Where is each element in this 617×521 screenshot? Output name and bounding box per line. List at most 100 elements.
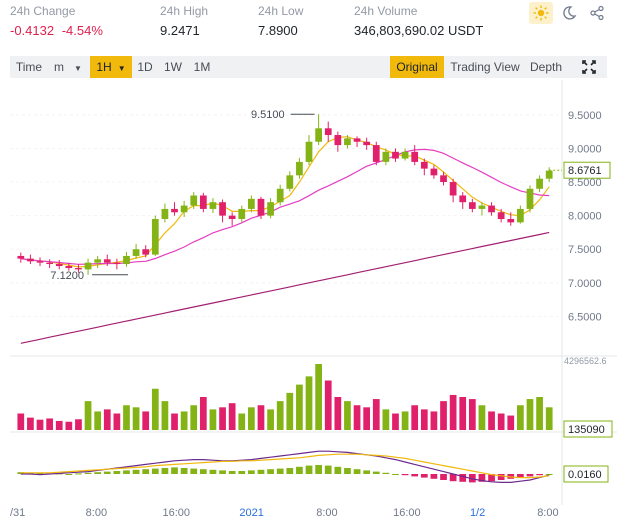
candle-body [84,262,92,270]
volume-bar [132,407,140,430]
depth-tab[interactable]: Depth [529,60,563,74]
volume-bar [276,401,284,430]
macd-dif-line [20,450,550,483]
min-price-label: 7.1200 [50,270,84,282]
tradingview-tab[interactable]: Trading View [450,60,520,74]
fullscreen-icon[interactable] [576,56,602,78]
interval-1w[interactable]: 1W [164,60,182,74]
volume-bar [363,407,371,430]
candle-body [180,205,188,213]
stat-high-label: 24h High [160,4,209,18]
candle-body [420,161,428,169]
macd-histogram-bar [180,468,188,474]
original-tab[interactable]: Original [390,56,444,78]
candle-body [488,205,495,213]
last-price-label: 8.6761 [568,165,602,177]
candle-body [334,135,342,146]
candle-body [430,168,438,176]
volume-bar [36,419,44,430]
macd-histogram-bar [315,465,322,474]
price-chart[interactable]: 9.5000 9.0000 8.5000 8.0000 7.5000 7.0000 6.50… [10,80,617,521]
price-tick-label: 7.5000 [568,244,602,256]
macd-histogram-bar [334,466,342,474]
volume-bar [305,376,313,430]
macd-histogram-bar [161,468,169,474]
candle-body [459,195,467,203]
stat-volume: 24h Volume 346,803,690.02 USDT [354,4,483,39]
volume-bar [372,399,380,430]
volume-bar [171,413,178,430]
volume-bar [151,388,159,430]
stat-low: 24h Low 7.8900 [258,4,303,39]
macd-histogram-bar [248,470,255,474]
macd-last-tag [563,465,609,483]
volume-bar [46,418,53,430]
volume-bar [353,405,361,430]
volume-last-tag [563,420,613,438]
candle-body [123,255,130,265]
last-price-tag [563,161,611,179]
share-icon[interactable] [585,2,609,24]
volume-bar [180,411,188,430]
macd-histogram-bar [449,474,457,482]
stat-volume-label: 24h Volume [354,4,418,18]
volume-bar [219,407,226,430]
candle-body [372,145,380,162]
macd-histogram-bar [382,472,390,474]
stat-change-pct: -4.54% [61,23,103,38]
candle-body [228,215,236,219]
volume-bar [103,409,111,430]
volume-bar [248,407,255,430]
volume-bar [209,409,217,430]
minute-dropdown[interactable]: m ▼ [50,56,86,78]
volume-bar [468,399,476,430]
candle-body [286,175,294,189]
macd-histogram-bar [324,465,332,474]
ma25-line [20,148,550,265]
candle-body [94,259,102,263]
candle-body [449,182,457,196]
volume-bar [459,397,467,430]
macd-histogram-bar [94,472,102,474]
macd-histogram-bar [517,474,524,478]
interval-1d[interactable]: 1D [137,60,153,74]
time-button[interactable]: Time [15,60,43,74]
stat-change-value: -0.4132 [10,23,55,38]
interval-1m[interactable]: 1M [193,60,211,74]
price-tick-label: 8.0000 [568,211,602,223]
macd-histogram-bar [344,468,351,474]
stat-high: 24h High 9.2471 [160,4,208,39]
candle-body [113,262,121,265]
stat-change: 24h Change -0.4132 -4.54% [10,4,103,39]
minute-dropdown-label: m [54,60,64,74]
volume-bar [55,420,63,430]
sun-icon[interactable] [529,2,553,24]
ma99-line [20,231,550,344]
volume-bar [430,411,438,430]
candle-body [199,195,207,209]
candle-body [324,128,332,136]
volume-bar [507,415,515,430]
macd-histogram-bar [209,469,217,474]
candle-body [75,268,82,270]
candle-body [478,205,486,209]
macd-histogram-bar [430,474,438,479]
moon-icon[interactable] [557,2,581,24]
macd-histogram-bar [257,469,265,474]
macd-histogram-bar [526,474,534,477]
volume-bar [401,411,409,430]
hour-dropdown[interactable]: 1H ▼ [90,56,132,78]
price-tick-label: 7.0000 [568,278,602,290]
volume-bar [113,413,121,430]
volume-bar [497,413,505,430]
candle-body [27,258,34,262]
candle-body [401,151,409,159]
volume-axis-top: 4296562.6 [564,356,607,366]
macd-histogram-bar [286,468,294,474]
volume-bar [142,411,150,430]
x-tick-label: 8:00 [316,507,337,519]
volume-bar [411,405,419,430]
candle-body [536,178,543,189]
macd-dea-line [20,453,550,479]
macd-histogram-bar [372,471,380,474]
